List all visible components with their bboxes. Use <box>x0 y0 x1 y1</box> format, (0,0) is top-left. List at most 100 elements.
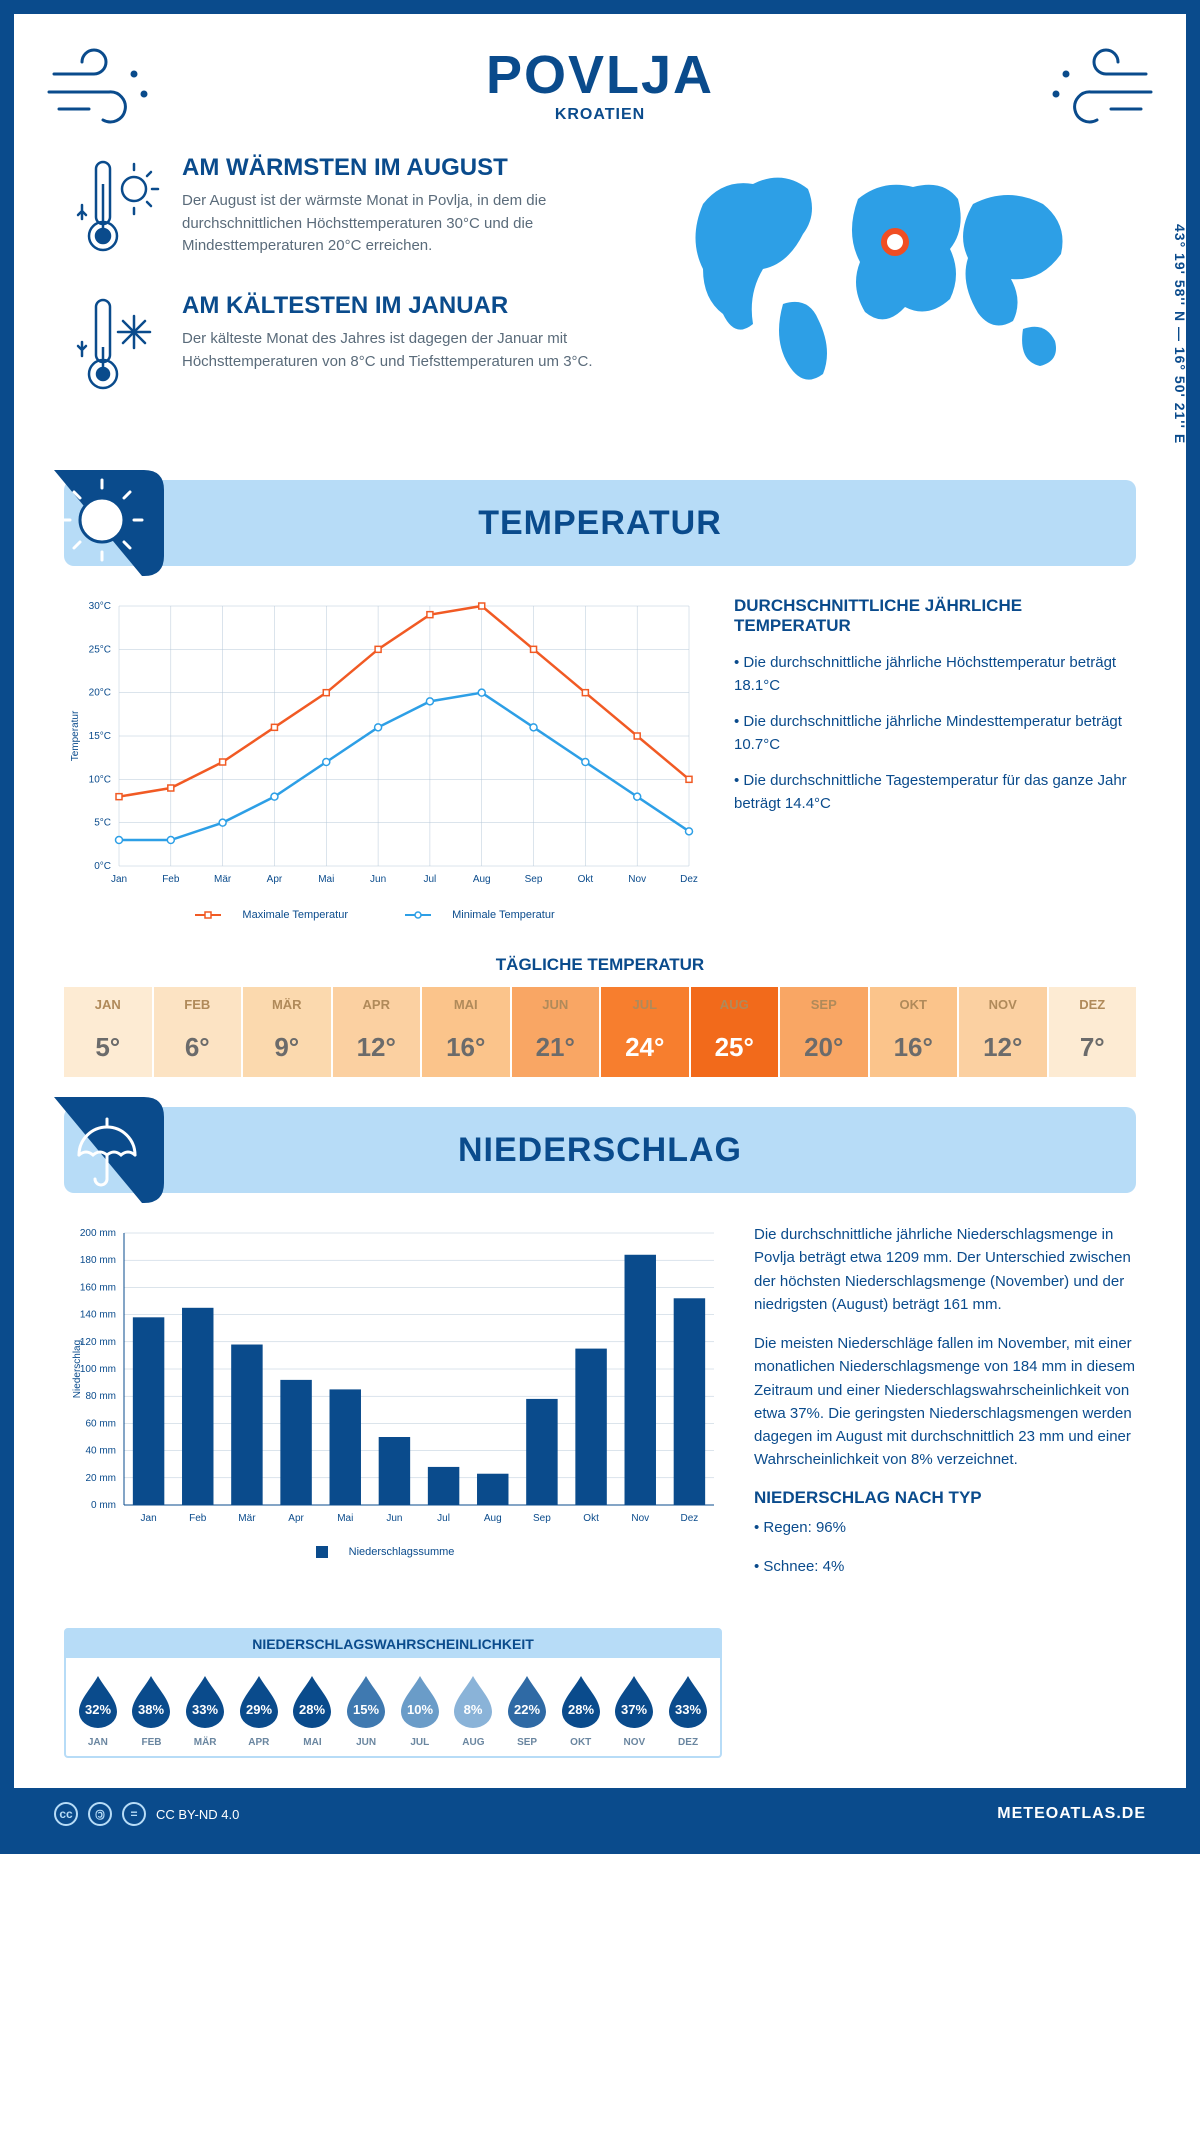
daily-cell: OKT16° <box>870 987 960 1077</box>
precip-info: Die durchschnittliche jährliche Niedersc… <box>754 1223 1136 1594</box>
daily-cell: SEP20° <box>780 987 870 1077</box>
svg-text:25°C: 25°C <box>89 644 111 655</box>
daily-cell: DEZ7° <box>1049 987 1137 1077</box>
svg-text:Temperatur: Temperatur <box>70 710 81 761</box>
svg-text:200 mm: 200 mm <box>80 1228 116 1239</box>
svg-text:Feb: Feb <box>189 1513 207 1524</box>
svg-text:Mär: Mär <box>238 1513 256 1524</box>
header: POVLJA KROATIEN <box>14 14 1186 144</box>
svg-text:10°C: 10°C <box>89 774 111 785</box>
daily-cell: JUL24° <box>601 987 691 1077</box>
footer: cc 🄯 = CC BY-ND 4.0 METEOATLAS.DE <box>14 1788 1186 1840</box>
svg-text:Aug: Aug <box>484 1513 502 1524</box>
precip-banner: NIEDERSCHLAG <box>64 1107 1136 1193</box>
svg-text:Nov: Nov <box>628 874 646 885</box>
thermometer-snow-icon <box>74 292 164 402</box>
prob-drop: 28% MAI <box>288 1672 336 1748</box>
svg-text:15°C: 15°C <box>89 731 111 742</box>
temp-chart: 0°C5°C10°C15°C20°C25°C30°CJanFebMärAprMa… <box>64 596 704 921</box>
daily-cell: AUG25° <box>691 987 781 1077</box>
svg-text:0°C: 0°C <box>94 861 111 872</box>
nd-icon: = <box>122 1802 146 1826</box>
svg-text:28%: 28% <box>299 1702 325 1717</box>
svg-text:140 mm: 140 mm <box>80 1310 116 1321</box>
svg-text:Sep: Sep <box>525 874 543 885</box>
svg-text:Okt: Okt <box>578 874 594 885</box>
svg-text:5°C: 5°C <box>94 818 111 829</box>
prob-drop: 37% NOV <box>610 1672 658 1748</box>
world-map-icon <box>663 154 1103 394</box>
prob-drop: 8% AUG <box>449 1672 497 1748</box>
precip-chart: 0 mm20 mm40 mm60 mm80 mm100 mm120 mm140 … <box>64 1223 724 1594</box>
prob-drop: 29% APR <box>235 1672 283 1748</box>
daily-title: TÄGLICHE TEMPERATUR <box>14 955 1186 975</box>
daily-cell: MAI16° <box>422 987 512 1077</box>
svg-text:Mai: Mai <box>337 1513 353 1524</box>
svg-text:Apr: Apr <box>288 1513 304 1524</box>
prob-drop: 28% OKT <box>557 1672 605 1748</box>
sun-icon <box>54 470 164 576</box>
svg-text:Jun: Jun <box>386 1513 402 1524</box>
intro-section: AM WÄRMSTEN IM AUGUST Der August ist der… <box>14 144 1186 460</box>
svg-text:Jan: Jan <box>141 1513 157 1524</box>
svg-text:40 mm: 40 mm <box>85 1446 116 1457</box>
temp-section-title: TEMPERATUR <box>478 504 722 543</box>
svg-text:20°C: 20°C <box>89 688 111 699</box>
daily-cell: NOV12° <box>959 987 1049 1077</box>
warm-block: AM WÄRMSTEN IM AUGUST Der August ist der… <box>74 154 609 264</box>
daily-cell: MÄR9° <box>243 987 333 1077</box>
svg-text:29%: 29% <box>246 1702 272 1717</box>
prob-title: NIEDERSCHLAGSWAHRSCHEINLICHKEIT <box>66 1630 720 1658</box>
svg-text:0 mm: 0 mm <box>91 1500 116 1511</box>
precip-section-title: NIEDERSCHLAG <box>458 1131 742 1170</box>
daily-cell: FEB6° <box>154 987 244 1077</box>
svg-text:160 mm: 160 mm <box>80 1282 116 1293</box>
svg-text:Nov: Nov <box>631 1513 649 1524</box>
daily-temp-grid: JAN5° FEB6° MÄR9° APR12° MAI16° JUN21° J… <box>64 987 1136 1077</box>
prob-drop: 22% SEP <box>503 1672 551 1748</box>
svg-text:8%: 8% <box>464 1702 483 1717</box>
svg-text:15%: 15% <box>353 1702 379 1717</box>
svg-text:Jul: Jul <box>437 1513 450 1524</box>
cold-title: AM KÄLTESTEN IM JANUAR <box>182 292 602 320</box>
svg-text:Apr: Apr <box>267 874 283 885</box>
warm-text: Der August ist der wärmste Monat in Povl… <box>182 190 602 258</box>
page-subtitle: KROATIEN <box>14 106 1186 124</box>
svg-text:Mai: Mai <box>318 874 334 885</box>
prob-drop: 15% JUN <box>342 1672 390 1748</box>
svg-text:28%: 28% <box>568 1702 594 1717</box>
umbrella-icon <box>54 1097 164 1203</box>
temp-info: DURCHSCHNITTLICHE JÄHRLICHE TEMPERATUR •… <box>734 596 1136 921</box>
svg-text:60 mm: 60 mm <box>85 1418 116 1429</box>
temp-banner: TEMPERATUR <box>64 480 1136 566</box>
prob-drop: 33% DEZ <box>664 1672 712 1748</box>
svg-text:Niederschlag: Niederschlag <box>72 1340 83 1398</box>
svg-text:38%: 38% <box>138 1702 164 1717</box>
page-title: POVLJA <box>14 44 1186 106</box>
svg-text:120 mm: 120 mm <box>80 1337 116 1348</box>
cc-icon: cc <box>54 1802 78 1826</box>
svg-text:10%: 10% <box>407 1702 433 1717</box>
svg-text:Jun: Jun <box>370 874 386 885</box>
svg-text:Okt: Okt <box>583 1513 599 1524</box>
svg-text:22%: 22% <box>514 1702 540 1717</box>
svg-text:30°C: 30°C <box>89 601 111 612</box>
prob-drop: 10% JUL <box>396 1672 444 1748</box>
svg-text:32%: 32% <box>85 1702 111 1717</box>
prob-drop: 38% FEB <box>127 1672 175 1748</box>
wind-icon <box>44 44 164 134</box>
prob-drop: 32% JAN <box>74 1672 122 1748</box>
svg-text:Dez: Dez <box>680 874 698 885</box>
daily-cell: JUN21° <box>512 987 602 1077</box>
license: cc 🄯 = CC BY-ND 4.0 <box>54 1802 239 1826</box>
svg-text:33%: 33% <box>675 1702 701 1717</box>
cold-block: AM KÄLTESTEN IM JANUAR Der kälteste Mona… <box>74 292 609 402</box>
temp-info-heading: DURCHSCHNITTLICHE JÄHRLICHE TEMPERATUR <box>734 596 1136 636</box>
svg-text:Dez: Dez <box>681 1513 699 1524</box>
svg-text:Jul: Jul <box>424 874 437 885</box>
svg-text:100 mm: 100 mm <box>80 1364 116 1375</box>
prob-drop: 33% MÄR <box>181 1672 229 1748</box>
daily-cell: JAN5° <box>64 987 154 1077</box>
warm-title: AM WÄRMSTEN IM AUGUST <box>182 154 602 182</box>
svg-text:Mär: Mär <box>214 874 232 885</box>
